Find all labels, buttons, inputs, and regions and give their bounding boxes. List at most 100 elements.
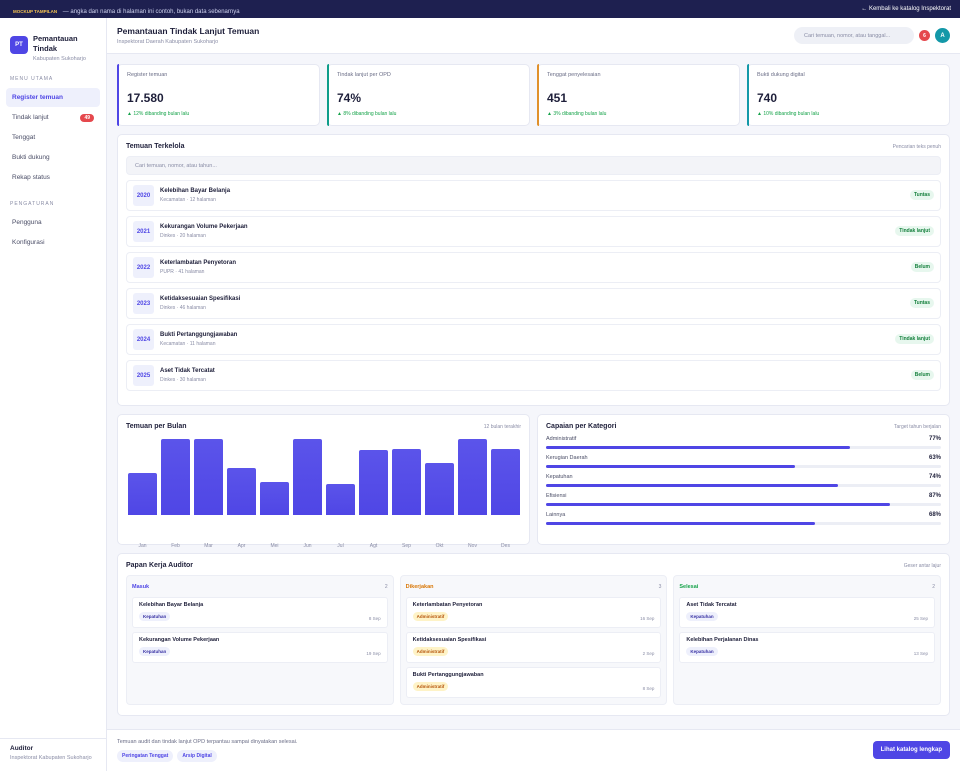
finding-row[interactable]: 2024 Bukti Pertanggungjawaban Kecamatan · …: [126, 324, 941, 355]
lane-header: Selesai 2: [679, 580, 935, 593]
lane-count: 3: [658, 583, 662, 590]
lane-count: 2: [932, 583, 936, 590]
footer-link[interactable]: Arsip Digital: [177, 750, 217, 762]
finding-row[interactable]: 2020 Kelebihan Bayar Belanja Kecamatan · 1…: [126, 180, 941, 211]
task-date: 13 Sep: [913, 651, 929, 656]
progress-track: [546, 522, 941, 525]
lane-name: Selesai: [679, 583, 699, 590]
category-row-head: Lainnya 68%: [546, 512, 941, 518]
lane-name: Dikerjakan: [405, 583, 434, 590]
chart-tick-label: Jul: [337, 543, 344, 549]
task-title: Aset Tidak Tercatat: [686, 602, 737, 608]
finding-row[interactable]: 2021 Kekurangan Volume Pekerjaan Dinkes · …: [126, 216, 941, 247]
chart-tick-label: Des: [501, 543, 510, 549]
task-card[interactable]: Bukti Pertanggungjawaban Administratif 8 S…: [405, 667, 662, 698]
category-row: Administratif 77%: [546, 436, 941, 449]
finding-title: Bukti Pertanggungjawaban: [160, 332, 238, 338]
finding-title: Ketidaksesuaian Spesifikasi: [160, 296, 241, 302]
category-row: Lainnya 68%: [546, 512, 941, 525]
status-badge: Tuntas: [909, 190, 934, 200]
category-name: Kepatuhan: [546, 474, 573, 480]
finding-title: Kekurangan Volume Pekerjaan: [160, 224, 248, 230]
category-row: Efisiensi 87%: [546, 493, 941, 506]
lane-header: Masuk 2: [132, 580, 388, 593]
category-name: Efisiensi: [546, 493, 567, 499]
category-name: Administratif: [546, 436, 577, 442]
sidebar-item[interactable]: Tindak lanjut 49: [6, 108, 100, 127]
category-row: Kepatuhan 74%: [546, 474, 941, 487]
footer-link[interactable]: Peringatan Tenggat: [117, 750, 174, 762]
task-title: Keterlambatan Penyetoran: [412, 602, 483, 608]
category-name: Kerugian Daerah: [546, 455, 588, 461]
chart-bar: [457, 439, 487, 515]
mockup-banner: MOCKUP TAMPILAN — angka dan nama di hala…: [0, 0, 960, 18]
lane-header: Dikerjakan 3: [406, 580, 662, 593]
kpi-delta: ▲ 3% dibanding bulan lalu: [547, 111, 607, 117]
sidebar-item[interactable]: Bukti dukung: [6, 148, 100, 167]
kpi-value: 74%: [337, 91, 362, 105]
chart-tick-label: Feb: [171, 543, 180, 549]
sidebar-user: Auditor Inspektorat Kabupaten Sukoharjo: [0, 738, 106, 771]
task-title: Kekurangan Volume Pekerjaan: [139, 637, 220, 643]
chart-tick-label: Sep: [402, 543, 411, 549]
kpi-value: 451: [547, 91, 568, 105]
chart-tick-label: Agt: [369, 543, 378, 549]
view-catalog-button[interactable]: Lihat katalog lengkap: [872, 741, 950, 759]
task-tag: Administratif: [412, 647, 449, 656]
back-to-catalog-link[interactable]: ← Kembali ke katalog Inspektorat: [861, 6, 951, 12]
findings-search-input[interactable]: [126, 156, 941, 175]
finding-info: Ketidaksesuaian Spesifikasi Dinkes · 46 h…: [160, 296, 240, 311]
task-card[interactable]: Kelebihan Bayar Belanja Kepatuhan 8 Sep: [132, 597, 388, 628]
finding-row[interactable]: 2023 Ketidaksesuaian Spesifikasi Dinkes · …: [126, 288, 941, 319]
progress-fill: [546, 503, 890, 506]
sidebar-item-label: Bukti dukung: [12, 154, 50, 161]
task-card[interactable]: Kelebihan Perjalanan Dinas Kepatuhan 13 Se…: [679, 632, 936, 663]
progress-track: [546, 503, 941, 506]
sidebar-item-label: Konfigurasi: [12, 239, 45, 246]
chart-bar: [391, 448, 421, 515]
progress-fill: [546, 484, 839, 487]
category-card: Capaian per Kategori Target tahun berjal…: [537, 414, 950, 545]
finding-row[interactable]: 2022 Keterlambatan Penyetoran PUPR · 41 ha…: [126, 252, 941, 283]
kpi-delta: ▲ 10% dibanding bulan lalu: [757, 111, 820, 117]
sidebar-item[interactable]: Register temuan: [6, 88, 100, 107]
kpi-card: Tindak lanjut per OPD 74% ▲ 8% dibanding b…: [327, 64, 530, 126]
chart-tick-label: Okt: [435, 543, 444, 549]
progress-track: [546, 465, 941, 468]
task-card[interactable]: Keterlambatan Penyetoran Administratif 16 …: [405, 597, 662, 628]
task-title: Bukti Pertanggungjawaban: [412, 672, 484, 678]
finding-row[interactable]: 2025 Aset Tidak Tercatat Dinkes · 30 halam…: [126, 360, 941, 391]
kpi-label: Tenggat penyelesaian: [547, 72, 601, 78]
sidebar-item[interactable]: Konfigurasi: [6, 233, 100, 252]
findings-title: Temuan Terkelola: [126, 143, 185, 150]
task-card[interactable]: Kekurangan Volume Pekerjaan Kepatuhan 19 S…: [132, 632, 388, 663]
chart-bar: [424, 463, 454, 515]
lane-name: Masuk: [132, 583, 150, 590]
kpi-label: Bukti dukung digital: [757, 72, 805, 78]
finding-year: 2025: [133, 365, 154, 386]
progress-fill: [546, 522, 815, 525]
page-header: Pemantauan Tindak Lanjut Temuan Inspekto…: [107, 18, 960, 54]
kpi-card: Bukti dukung digital 740 ▲ 10% dibanding b…: [747, 64, 950, 126]
chart-bar: [259, 482, 289, 515]
finding-year: 2024: [133, 329, 154, 350]
sidebar-item[interactable]: Tenggat: [6, 128, 100, 147]
finding-meta: Kecamatan · 12 halaman: [160, 197, 216, 203]
finding-info: Keterlambatan Penyetoran PUPR · 41 halama…: [160, 260, 236, 275]
progress-fill: [546, 446, 851, 449]
status-badge: Belum: [910, 262, 934, 272]
task-card[interactable]: Ketidaksesuaian Spesifikasi Administratif…: [405, 632, 662, 663]
sidebar-item[interactable]: Pengguna: [6, 213, 100, 232]
brand-name: Pemantauan Tindak: [33, 34, 78, 53]
sidebar-item-label: Register temuan: [12, 94, 63, 101]
task-card[interactable]: Aset Tidak Tercatat Kepatuhan 25 Sep: [679, 597, 936, 628]
user-org: Inspektorat Kabupaten Sukoharjo: [10, 755, 92, 761]
global-search-input[interactable]: [794, 27, 914, 44]
sidebar-item[interactable]: Rekap status: [6, 168, 100, 187]
brand-subtitle: Kabupaten Sukoharjo: [33, 56, 86, 62]
notification-badge[interactable]: 6: [919, 30, 930, 41]
brand-logo: PT: [10, 36, 28, 54]
avatar[interactable]: A: [935, 28, 950, 43]
chart-title: Temuan per Bulan: [126, 423, 187, 430]
brand[interactable]: PT Pemantauan Tindak Kabupaten Sukoharjo: [0, 34, 106, 62]
